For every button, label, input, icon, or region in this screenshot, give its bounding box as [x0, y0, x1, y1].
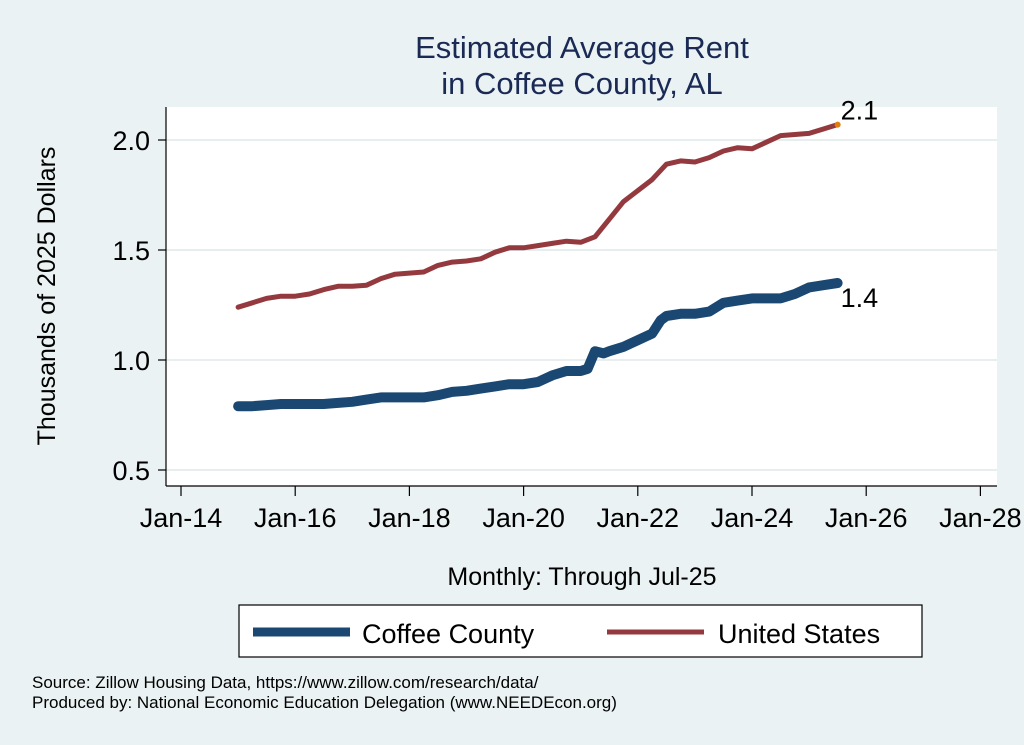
legend: Coffee County United States — [238, 604, 923, 658]
end-labels: 2.1 1.4 — [834, 96, 879, 313]
legend-box — [238, 604, 923, 658]
gridlines — [166, 139, 997, 471]
series-line-coffee-county — [233, 278, 843, 412]
y-tick-label: 1.5 — [112, 236, 150, 266]
legend-label-united-states: United States — [718, 619, 880, 649]
y-tick-label: 1.0 — [112, 346, 150, 376]
series-layer — [233, 122, 843, 412]
end-label-coffee-county: 1.4 — [841, 283, 879, 313]
series-line-united-states — [235, 122, 841, 310]
y-tick-label: 0.5 — [112, 456, 150, 486]
x-tick-label: Jan-16 — [254, 503, 337, 533]
x-axis-label: Monthly: Through Jul-25 — [447, 563, 716, 591]
x-tick-label: Jan-20 — [482, 503, 565, 533]
y-axis-label: Thousands of 2025 Dollars — [33, 147, 61, 446]
end-label-united-states: 2.1 — [841, 96, 879, 126]
x-tick-label: Jan-18 — [368, 503, 451, 533]
legend-label-coffee-county: Coffee County — [362, 619, 535, 649]
producer-note: Produced by: National Economic Education… — [32, 693, 617, 712]
x-tick-label: Jan-28 — [939, 503, 1022, 533]
y-axis-ticks: 0.5 1.0 1.5 2.0 — [112, 126, 166, 486]
end-marker — [834, 121, 841, 128]
x-tick-label: Jan-24 — [711, 503, 794, 533]
chart-title-line-2: in Coffee County, AL — [441, 66, 722, 101]
x-tick-label: Jan-26 — [825, 503, 908, 533]
y-tick-label: 2.0 — [112, 126, 150, 156]
chart-title-line-1: Estimated Average Rent — [415, 30, 749, 65]
x-tick-label: Jan-22 — [597, 503, 680, 533]
source-note: Source: Zillow Housing Data, https://www… — [32, 673, 539, 692]
x-tick-label: Jan-14 — [140, 503, 223, 533]
x-axis-ticks: Jan-14 Jan-16 Jan-18 Jan-20 Jan-22 Jan-24 Jan-… — [140, 486, 1022, 533]
